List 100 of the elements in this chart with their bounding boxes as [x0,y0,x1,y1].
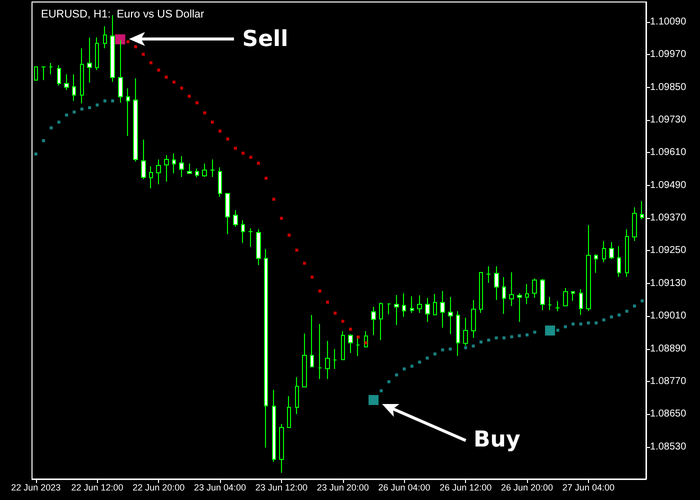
candlestick [264,248,268,448]
point [142,52,145,56]
point [115,34,126,44]
y-tick-label: 1.09490 [650,180,687,191]
candlestick [425,297,430,322]
y-tick-label: 1.09370 [650,212,687,224]
candlestick [241,220,245,244]
point [545,326,556,336]
x-tick-label: 22 Jun 2023 [11,482,61,492]
point [264,176,268,180]
point [464,346,468,350]
candlestick [563,288,568,306]
x-tick-label: 27 Jun 04:00 [562,482,614,492]
point [65,114,68,117]
point [410,364,414,368]
point [50,126,53,130]
point [134,45,138,48]
y-tick-label: 1.09730 [650,114,687,126]
candlestick [164,154,169,182]
candlestick [49,62,53,75]
y-tick-label: 1.08770 [650,376,687,387]
candlestick [494,266,499,301]
candlestick [402,292,406,318]
point [272,198,276,201]
point [418,360,422,364]
point [349,328,352,331]
candlestick [486,266,491,284]
point [172,80,176,84]
candlestick [225,193,230,235]
candlestick [279,423,284,474]
point [188,94,191,98]
point [625,310,628,313]
candlestick [394,294,399,326]
point [88,106,92,110]
candlestick [110,14,115,82]
point [80,108,84,111]
candlestick [440,290,445,328]
candlestick [617,246,621,278]
candlestick [632,206,637,242]
candlestick [179,156,184,178]
candlestick [57,64,61,86]
candlestick [72,74,76,102]
point [433,352,436,356]
point [103,99,106,102]
candlestick [532,278,537,298]
candlestick [602,240,606,263]
point [556,328,560,332]
candlestick [310,314,314,368]
x-tick-label: 23 Jun 20:00 [316,482,369,492]
point [196,101,199,104]
candlestick [640,200,644,220]
candlestick [218,166,222,198]
candlestick [210,158,215,178]
point [479,340,482,344]
candlestick [187,163,192,174]
candlestick [463,317,468,346]
candlestick [410,296,414,314]
candlestick [149,166,153,189]
point [610,315,613,318]
candlestick [202,163,207,178]
annotation: Buy [474,428,520,452]
candlestick [586,224,591,312]
candlestick [417,294,422,314]
y-tick-label: 1.09010 [650,310,687,322]
point [288,234,291,237]
point [234,146,237,150]
point [149,61,152,64]
point [448,348,452,351]
point [472,344,475,348]
point [618,314,621,317]
candlestick [133,78,138,162]
point [164,76,168,79]
point [518,334,521,338]
point [572,322,575,326]
candlestick [379,302,383,341]
point [72,110,76,114]
point [280,216,283,220]
point [218,130,222,133]
point [533,330,536,334]
point [502,336,506,340]
candlestick [172,152,176,174]
candlestick [233,210,238,228]
point [96,103,99,106]
point [586,321,590,324]
point [249,156,252,159]
point [494,336,498,340]
candlestick [95,36,99,71]
x-tick-label: 23 Jun 04:00 [194,482,246,492]
candlestick [540,278,545,311]
point [395,373,398,376]
candlestick [356,335,360,357]
candlestick [295,376,299,415]
point [426,356,429,360]
candlestick [548,296,552,311]
point [632,304,636,308]
x-tick-label: 23 Jun 12:00 [255,482,308,492]
candlestick [341,330,345,360]
candlestick [433,294,437,316]
candlestick [471,300,476,338]
candlestick [625,228,629,278]
